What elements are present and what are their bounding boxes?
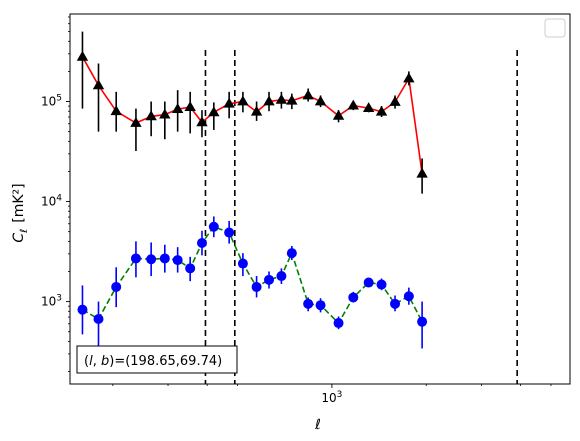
y-axis-label-main: C	[11, 233, 27, 243]
data-point	[275, 93, 288, 104]
series-2	[77, 216, 428, 350]
y-tick-label: 104	[41, 194, 62, 209]
data-point	[76, 50, 89, 61]
data-point	[286, 94, 298, 105]
y-axis-label-sub: ℓ	[19, 229, 30, 233]
annotation-values: =(198.65,69.74)	[114, 354, 222, 369]
legend-frame	[544, 18, 566, 38]
y-axis-ticks: 103 104 105	[41, 16, 70, 372]
data-point	[237, 95, 249, 106]
annotation-text: (l, b)=(198.65,69.74)	[84, 354, 222, 369]
data-point	[185, 263, 196, 274]
y-tick-label: 103	[41, 294, 62, 309]
data-point	[303, 298, 314, 309]
data-point	[375, 105, 388, 116]
data-point	[224, 227, 235, 238]
annotation-box: (l, b)=(198.65,69.74)	[76, 345, 238, 374]
data-point	[376, 279, 387, 290]
plot-frame	[69, 13, 571, 385]
data-point	[348, 292, 359, 303]
y-axis-label-unit: [mK²]	[11, 183, 27, 222]
data-point	[208, 221, 219, 232]
data-point	[403, 291, 414, 302]
data-point	[145, 110, 157, 121]
data-point	[159, 108, 171, 119]
data-point	[251, 281, 262, 292]
data-point	[390, 298, 401, 309]
annotation-b: b	[101, 354, 109, 369]
data-point	[93, 313, 104, 324]
data-point	[417, 316, 428, 327]
data-point	[146, 254, 157, 265]
vertical-marker-lines	[204, 50, 518, 384]
data-point	[416, 167, 428, 178]
data-point	[92, 79, 105, 90]
data-point	[333, 318, 344, 329]
series-1	[76, 31, 428, 194]
data-point	[363, 277, 374, 288]
data-point	[159, 253, 170, 264]
data-point	[77, 304, 88, 315]
data-point	[263, 95, 275, 106]
data-point	[250, 105, 263, 116]
data-point	[130, 117, 142, 127]
data-point	[184, 101, 196, 111]
data-point	[208, 106, 220, 117]
data-point	[332, 109, 345, 120]
annotation-frame	[76, 345, 238, 374]
data-point	[172, 255, 183, 266]
data-point	[196, 116, 208, 127]
x-axis-ticks: 103	[112, 384, 552, 405]
data-point	[302, 89, 314, 100]
data-series-group	[76, 31, 428, 350]
y-tick-label: 105	[41, 94, 62, 109]
data-point	[111, 281, 122, 292]
data-point	[223, 97, 235, 108]
y-axis-label-text: Cℓ [mK²]	[11, 183, 30, 242]
x-tick-label: 103	[321, 390, 342, 405]
data-point	[286, 248, 297, 259]
data-point	[362, 102, 375, 112]
data-point	[315, 300, 326, 311]
data-point	[130, 253, 141, 264]
data-point	[171, 103, 184, 114]
data-point	[403, 72, 415, 83]
data-point	[276, 271, 287, 282]
legend	[544, 18, 566, 38]
data-point	[314, 95, 327, 106]
annotation-l: l	[89, 354, 93, 369]
data-point	[196, 238, 207, 249]
y-axis-label: Cℓ [mK²]	[11, 183, 30, 242]
data-point	[237, 258, 248, 269]
data-point	[264, 274, 275, 285]
data-point	[110, 105, 122, 116]
data-point	[389, 95, 401, 106]
x-axis-label: ℓ	[314, 417, 321, 433]
data-point	[347, 99, 359, 110]
